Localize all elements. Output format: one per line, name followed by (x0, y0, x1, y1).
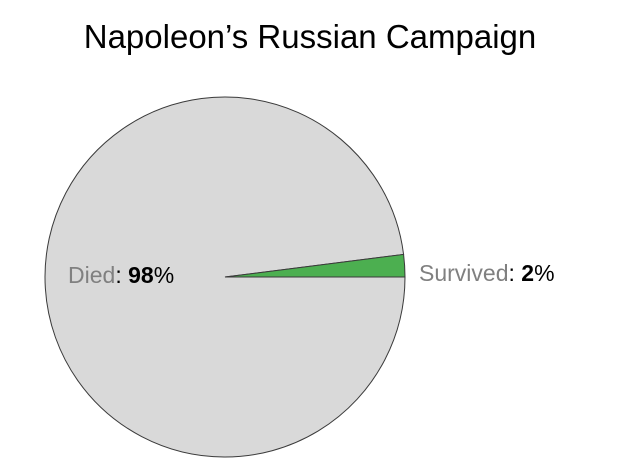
slice-label-value: 98 (128, 262, 154, 288)
slice-label-died: Died: 98% (68, 262, 174, 288)
slice-label-separator: : (508, 260, 521, 286)
slice-label-survived: Survived: 2% (419, 260, 555, 286)
slice-label-separator: : (115, 262, 128, 288)
chart-title: Napoleon’s Russian Campaign (83, 18, 537, 55)
pie-slice-survived (224, 253, 406, 278)
slice-label-unit: % (154, 262, 174, 288)
slice-label-name: Died (68, 262, 115, 288)
slice-label-name: Survived (419, 260, 508, 286)
slice-label-unit: % (534, 260, 554, 286)
slice-label-value: 2 (521, 260, 534, 286)
